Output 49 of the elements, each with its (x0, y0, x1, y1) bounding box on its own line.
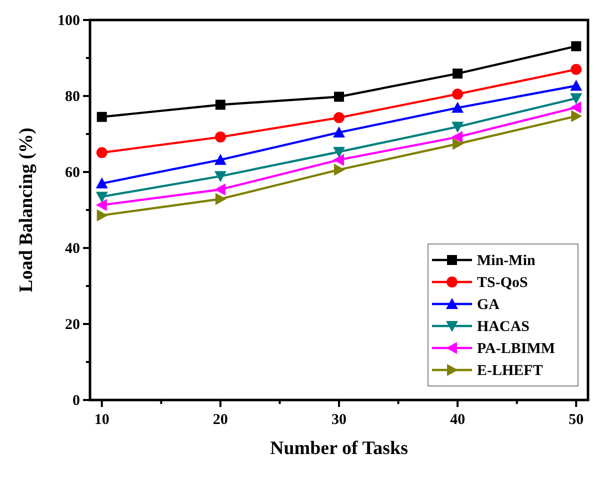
point (570, 101, 582, 114)
x-axis-title: Number of Tasks (270, 438, 408, 459)
point (96, 177, 108, 188)
point (452, 102, 464, 113)
legend-label: HACAS (477, 319, 530, 335)
y-tick-label: 100 (58, 13, 80, 29)
point (334, 92, 344, 102)
point (215, 100, 226, 110)
point (570, 64, 582, 75)
point (96, 112, 107, 122)
y-tick-label: 60 (65, 165, 80, 181)
legend-label: PA-LBIMM (477, 341, 556, 357)
point (452, 68, 463, 79)
y-tick-label: 20 (65, 317, 80, 333)
point (334, 164, 345, 176)
x-tick-label: 50 (568, 412, 584, 428)
legend-label: TS-QoS (477, 275, 528, 291)
point (214, 171, 226, 182)
point (333, 146, 345, 158)
point (96, 192, 108, 203)
x-tick-label: 40 (450, 412, 466, 428)
point (334, 112, 344, 124)
x-tick-label: 10 (94, 412, 110, 428)
legend-label: GA (477, 297, 500, 313)
legend-label: E-LHEFT (477, 363, 543, 379)
point (570, 93, 582, 104)
legend-label: Min-Min (477, 253, 536, 269)
point (96, 199, 107, 212)
y-tick-label: 80 (65, 89, 80, 105)
point (452, 131, 463, 144)
y-tick-label: 40 (65, 241, 80, 257)
point (570, 80, 582, 91)
point (452, 88, 464, 100)
point (452, 122, 464, 133)
x-tick-label: 20 (212, 412, 228, 428)
point (214, 154, 226, 165)
point (215, 192, 226, 205)
y-axis-title: Load Balancing (%) (16, 128, 37, 292)
point (96, 147, 108, 158)
point (214, 183, 226, 196)
point (333, 126, 345, 138)
x-tick-label: 30 (332, 412, 346, 428)
point (571, 110, 582, 122)
point (214, 132, 226, 143)
point (571, 41, 582, 52)
point (452, 138, 464, 150)
y-tick-label: 0 (72, 393, 80, 409)
point (96, 209, 108, 222)
point (333, 154, 344, 166)
